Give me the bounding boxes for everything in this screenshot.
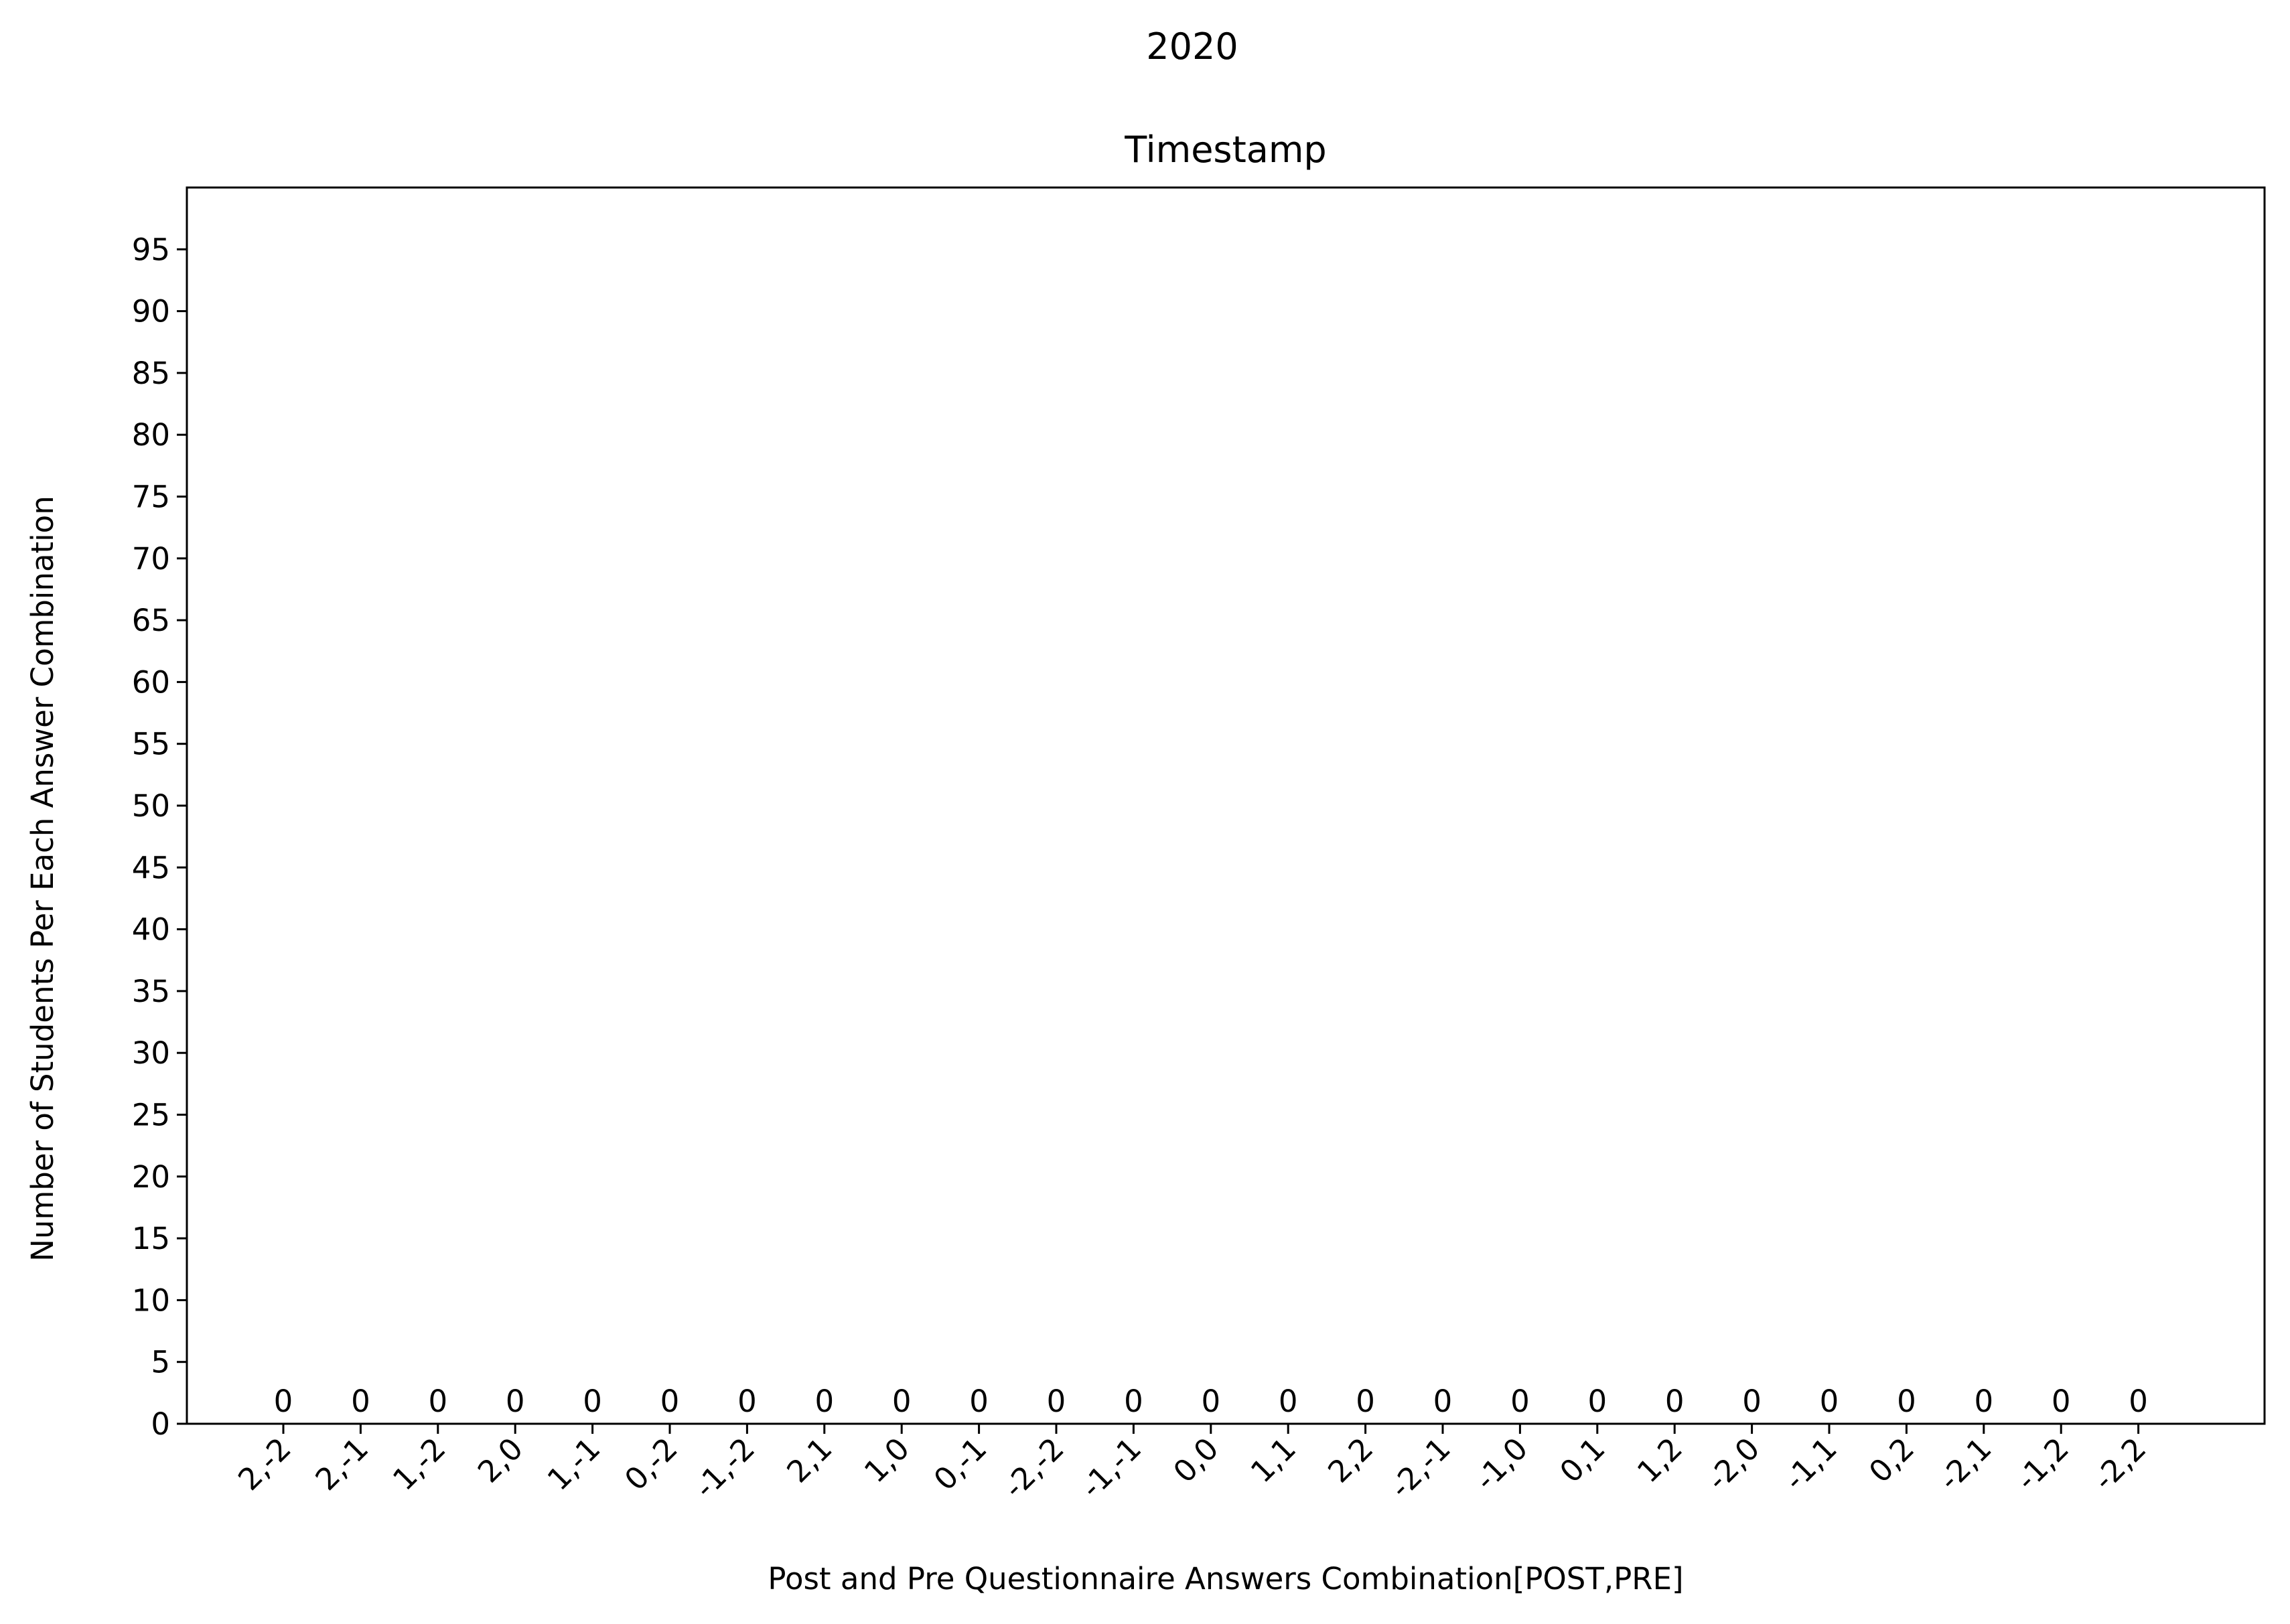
data-labels: 0 0 0 0 0 0 0 0 0 0 0 0 0 0 0 0 0 0 0 0 0 0 0 0 0 (274, 1384, 2148, 1419)
bar-value-label: 0 (1356, 1384, 1375, 1419)
y-tick-label: 30 (132, 1035, 170, 1071)
y-tick-label: 60 (132, 664, 170, 700)
chart-title: Timestamp (1124, 129, 1326, 171)
bar-value-label: 0 (274, 1384, 293, 1419)
y-axis-label: Number of Students Per Each Answer Combi… (25, 496, 60, 1261)
y-tick-label: 90 (132, 294, 170, 329)
bar-value-label: 0 (1124, 1384, 1143, 1419)
y-axis: 0 5 10 15 20 25 30 35 40 45 50 55 60 65 70 75 80 85 90 95 (132, 232, 187, 1442)
y-tick-label: 5 (151, 1345, 170, 1380)
bar-value-label: 0 (506, 1384, 525, 1419)
y-tick-label: 65 (132, 603, 170, 638)
y-tick-label: 55 (132, 727, 170, 762)
bar-value-label: 0 (1820, 1384, 1839, 1419)
bar-value-label: 0 (737, 1384, 757, 1419)
bar-value-label: 0 (2129, 1384, 2148, 1419)
y-tick-label: 25 (132, 1098, 170, 1133)
bar-value-label: 0 (660, 1384, 680, 1419)
bar-value-label: 0 (1510, 1384, 1530, 1419)
bar-value-label: 0 (1742, 1384, 1762, 1419)
bar-value-label: 0 (1897, 1384, 1916, 1419)
bar-value-label: 0 (892, 1384, 912, 1419)
y-tick-label: 10 (132, 1282, 170, 1318)
y-tick-label: 35 (132, 974, 170, 1009)
bar-value-label: 0 (1201, 1384, 1220, 1419)
bar-value-label: 0 (969, 1384, 989, 1419)
bar-value-label: 0 (1047, 1384, 1066, 1419)
bar-value-label: 0 (1665, 1384, 1685, 1419)
y-tick-label: 85 (132, 356, 170, 391)
bar-value-label: 0 (1974, 1384, 1993, 1419)
bar-value-label: 0 (1433, 1384, 1453, 1419)
y-tick-label: 20 (132, 1159, 170, 1195)
y-tick-label: 45 (132, 850, 170, 885)
y-tick-label: 0 (151, 1406, 170, 1442)
y-tick-label: 50 (132, 788, 170, 824)
figure-suptitle: 2020 (1146, 25, 1238, 68)
y-tick-label: 80 (132, 417, 170, 453)
y-tick-label: 75 (132, 479, 170, 515)
x-axis-label: Post and Pre Questionnaire Answers Combi… (768, 1561, 1683, 1597)
y-tick-label: 95 (132, 232, 170, 267)
y-tick-label: 15 (132, 1221, 170, 1256)
plot-frame (186, 186, 2266, 1425)
bar-value-label: 0 (814, 1384, 834, 1419)
bar-value-label: 0 (351, 1384, 370, 1419)
bar-value-label: 0 (2052, 1384, 2071, 1419)
bar-value-label: 0 (428, 1384, 447, 1419)
y-tick-label: 40 (132, 912, 170, 948)
bar-value-label: 0 (583, 1384, 602, 1419)
bar-value-label: 0 (1587, 1384, 1607, 1419)
bar-value-label: 0 (1279, 1384, 1298, 1419)
y-tick-label: 70 (132, 541, 170, 577)
